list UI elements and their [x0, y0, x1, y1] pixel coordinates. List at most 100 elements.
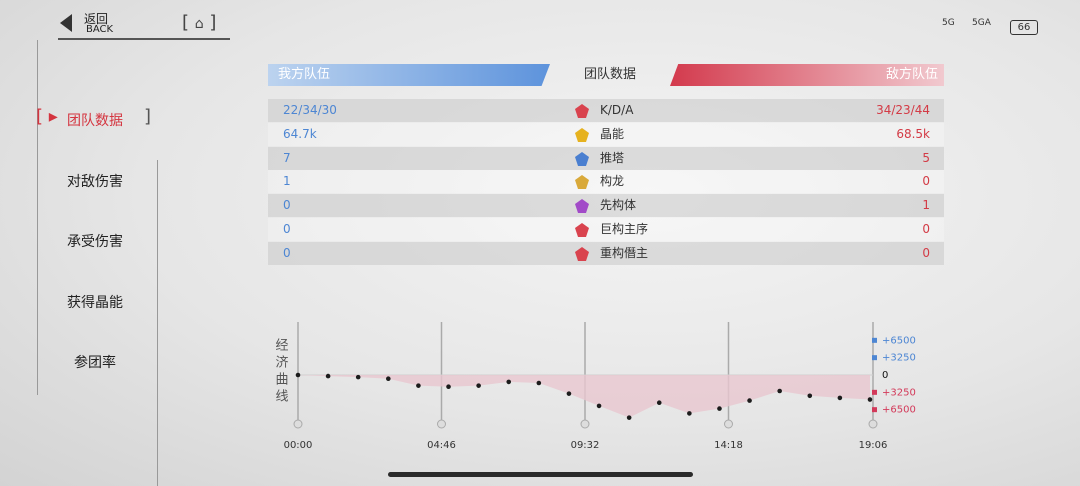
economy-point	[687, 411, 692, 416]
stat-icon	[575, 223, 589, 237]
economy-point	[325, 373, 331, 379]
economy-point	[807, 393, 813, 399]
x-tick-label: 04:46	[427, 440, 456, 451]
sidebar-item[interactable]: 获得晶能	[67, 294, 123, 311]
y-tick-label: +6500	[882, 335, 916, 346]
economy-point	[837, 395, 843, 401]
y-tick-mark	[872, 337, 877, 343]
economy-point	[626, 415, 632, 420]
enemy-value: 0	[922, 222, 930, 236]
stat-row: 0 巨构主序 0	[268, 218, 944, 241]
enemy-value: 1	[922, 198, 930, 213]
signal: 5G	[942, 18, 955, 28]
enemy-value: 0	[922, 245, 930, 260]
y-tick-label: +3250	[882, 353, 916, 364]
economy-point	[295, 372, 301, 378]
stat-icon	[575, 246, 589, 261]
active-bracket: ]	[144, 106, 152, 127]
stat-icon	[575, 104, 589, 118]
stat-icon	[575, 127, 589, 142]
sidebar-item[interactable]: 参团率	[74, 355, 116, 371]
team-header-right: 敌方队伍	[670, 64, 944, 86]
ally-value: 0	[283, 245, 291, 260]
signal: 5GA	[972, 18, 991, 28]
stat-icon-shape	[575, 104, 589, 118]
stat-label: 先构体	[600, 198, 637, 213]
x-tick-label: 09:32	[571, 440, 600, 451]
economy-point	[476, 383, 481, 388]
enemy-value: 68.5k	[896, 126, 930, 141]
stat-icon-shape	[575, 246, 589, 261]
y-axis-title: 经济曲线	[273, 338, 289, 406]
ally-value: 7	[283, 150, 291, 165]
economy-point	[386, 376, 391, 382]
sidebar-rule	[157, 160, 158, 486]
enemy-value: 5	[922, 150, 930, 165]
home-button[interactable]: [ ⌂ ]	[182, 12, 217, 33]
y-tick-label: +6500	[882, 405, 916, 416]
home-indicator	[388, 472, 693, 477]
economy-point	[506, 379, 512, 385]
enemy-value: 0	[922, 174, 930, 189]
sidebar-rule	[37, 40, 38, 395]
team-header-left: 我方队伍	[268, 64, 550, 86]
economy-point	[867, 397, 873, 402]
stat-label: 重构僭主	[600, 245, 649, 260]
economy-point	[596, 403, 602, 409]
y-tick-mark	[872, 407, 877, 413]
stat-icon-shape	[575, 223, 589, 237]
economy-point	[717, 406, 722, 411]
ally-value: 22/34/30	[283, 103, 337, 117]
stat-label: 推塔	[600, 150, 625, 165]
economy-point	[656, 400, 662, 406]
economy-point	[536, 380, 542, 386]
stat-row: 64.7k 晶能 68.5k	[268, 122, 944, 146]
stat-row: 22/34/30 K/D/A 34/23/44	[268, 99, 944, 122]
stat-icon	[575, 175, 589, 190]
stat-row: 0 先构体 1	[268, 194, 944, 218]
stat-label: 巨构主序	[600, 222, 649, 236]
stat-icon	[575, 151, 589, 166]
economy-point	[566, 391, 572, 396]
stat-icon-shape	[575, 175, 589, 190]
x-tick-marker	[723, 419, 733, 429]
back-label: BACK	[86, 24, 114, 35]
sidebar-item[interactable]: 团队数据	[67, 113, 123, 129]
y-tick-label: +3250	[882, 387, 916, 398]
back-button[interactable]: 返回	[84, 12, 109, 26]
ally-value: 64.7k	[283, 126, 317, 141]
x-tick-marker	[436, 419, 446, 429]
sidebar-item[interactable]: 承受伤害	[67, 234, 123, 250]
economy-point	[777, 388, 782, 394]
stat-icon-shape	[575, 151, 589, 166]
stat-label: K/D/A	[600, 103, 634, 117]
economy-point	[446, 384, 451, 390]
y-tick-mark	[872, 389, 877, 395]
stat-icon	[575, 199, 589, 214]
top-rule	[58, 38, 230, 40]
x-tick-marker	[868, 419, 878, 429]
economy-point	[416, 383, 421, 388]
battery: 66	[1010, 20, 1038, 35]
y-tick-label: 0	[882, 370, 888, 381]
ally-value: 0	[283, 222, 291, 236]
sidebar-item[interactable]: 对敌伤害	[67, 173, 123, 190]
ally-value: 0	[283, 198, 291, 213]
stat-icon-shape	[575, 127, 589, 142]
x-tick-label: 14:18	[714, 440, 743, 451]
stat-label: 构龙	[600, 174, 625, 189]
economy-point	[747, 398, 752, 403]
stat-row: 7 推塔 5	[268, 146, 944, 170]
stat-row: 0 重构僭主 0	[268, 241, 944, 265]
x-tick-label: 19:06	[859, 440, 888, 451]
x-tick-marker	[293, 419, 303, 429]
stat-row: 1 构龙 0	[268, 170, 944, 194]
stat-label: 晶能	[600, 126, 625, 141]
team-header-center: 团队数据	[583, 67, 636, 82]
y-tick-mark	[872, 355, 877, 361]
economy-point	[355, 374, 361, 380]
x-tick-marker	[580, 419, 590, 429]
active-bracket: [ ▸	[36, 106, 58, 127]
